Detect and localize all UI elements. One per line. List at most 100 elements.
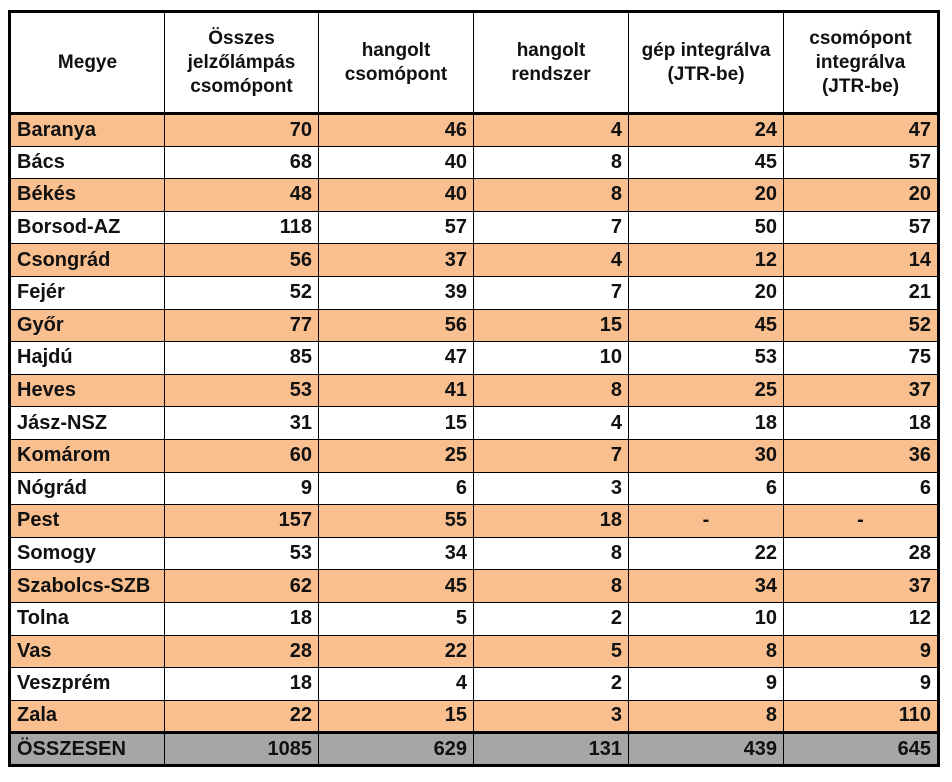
- table-cell: 18: [628, 406, 784, 440]
- table-row: Komárom 60 25 7 30 36: [8, 438, 940, 473]
- table-cell: 6: [628, 471, 784, 506]
- row-label: Bács: [8, 145, 165, 180]
- total-label: ÖSSZESEN: [8, 731, 165, 767]
- table-cell: 60: [164, 438, 319, 473]
- table-cell: 41: [318, 373, 474, 408]
- table-cell: 77: [164, 308, 319, 343]
- table-row: Hajdú 85 47 10 53 75: [8, 341, 940, 375]
- table-cell: 7: [473, 275, 629, 310]
- table-cell: 62: [164, 569, 319, 603]
- table-cell: 157: [164, 504, 319, 538]
- table-cell: 47: [318, 341, 474, 375]
- table-cell: 39: [318, 275, 474, 310]
- table-cell: 48: [164, 178, 319, 212]
- table-row: Heves 53 41 8 25 37: [8, 373, 940, 408]
- table-cell: 68: [164, 145, 319, 180]
- header-row: Megye Összes jelzőlámpás csomópont hango…: [8, 10, 940, 114]
- table-cell: 18: [164, 667, 319, 701]
- table-row: Jász-NSZ 31 15 4 18 18: [8, 406, 940, 440]
- table-row: Borsod-AZ 118 57 7 50 57: [8, 210, 940, 245]
- row-label: Heves: [8, 373, 165, 408]
- row-label: Komárom: [8, 438, 165, 473]
- total-cell: 439: [628, 731, 784, 767]
- table-cell: 53: [628, 341, 784, 375]
- table-cell: 24: [628, 113, 784, 147]
- data-table: Megye Összes jelzőlámpás csomópont hango…: [8, 10, 940, 767]
- table-cell: 52: [783, 308, 940, 343]
- row-label: Nógrád: [8, 471, 165, 506]
- table-cell: 12: [628, 243, 784, 277]
- table-cell: 8: [628, 634, 784, 669]
- table-cell: 22: [628, 536, 784, 571]
- table-cell: 10: [473, 341, 629, 375]
- table-cell: 53: [164, 536, 319, 571]
- table-cell: 20: [628, 178, 784, 212]
- table-cell: 4: [473, 113, 629, 147]
- table-cell: 37: [783, 569, 940, 603]
- row-label: Békés: [8, 178, 165, 212]
- total-cell: 1085: [164, 731, 319, 767]
- header-hangolt-csomopont: hangolt csomópont: [318, 10, 474, 114]
- table-cell: 3: [473, 471, 629, 506]
- table-cell: 15: [318, 406, 474, 440]
- table-row: Vas 28 22 5 8 9: [8, 634, 940, 669]
- table-row: Baranya 70 46 4 24 47: [8, 113, 940, 147]
- row-label: Somogy: [8, 536, 165, 571]
- row-label: Baranya: [8, 113, 165, 147]
- table-cell: 4: [473, 243, 629, 277]
- row-label: Vas: [8, 634, 165, 669]
- table-cell: 70: [164, 113, 319, 147]
- header-megye: Megye: [8, 10, 165, 114]
- table-cell: 52: [164, 275, 319, 310]
- table-row: Zala 22 15 3 8 110: [8, 699, 940, 734]
- table-cell: 10: [628, 601, 784, 636]
- table-cell: 15: [318, 699, 474, 734]
- table-cell: 2: [473, 601, 629, 636]
- table-cell: 9: [164, 471, 319, 506]
- table-cell: 45: [628, 308, 784, 343]
- table-cell: 4: [318, 667, 474, 701]
- table-cell: 18: [783, 406, 940, 440]
- row-label: Borsod-AZ: [8, 210, 165, 245]
- table-cell: 21: [783, 275, 940, 310]
- table-cell: 36: [783, 438, 940, 473]
- table-cell: 25: [318, 438, 474, 473]
- table-cell: 6: [318, 471, 474, 506]
- table-cell: 110: [783, 699, 940, 734]
- table-cell: 118: [164, 210, 319, 245]
- row-label: Csongrád: [8, 243, 165, 277]
- table-cell: 56: [164, 243, 319, 277]
- table-cell: 46: [318, 113, 474, 147]
- header-gep-integralva: gép integrálva (JTR-be): [628, 10, 784, 114]
- table-cell: 28: [783, 536, 940, 571]
- table-body: Baranya 70 46 4 24 47 Bács 68 40 8 45 57 Békés 48 40 8 2…: [8, 113, 940, 767]
- total-cell: 131: [473, 731, 629, 767]
- table-cell: 57: [783, 210, 940, 245]
- total-row: ÖSSZESEN 1085 629 131 439 645: [8, 731, 940, 767]
- table-row: Somogy 53 34 8 22 28: [8, 536, 940, 571]
- table-cell: 22: [318, 634, 474, 669]
- total-cell: 645: [783, 731, 940, 767]
- table-cell: 45: [318, 569, 474, 603]
- table-row: Veszprém 18 4 2 9 9: [8, 667, 940, 701]
- table-cell: 55: [318, 504, 474, 538]
- table-cell: 8: [628, 699, 784, 734]
- total-cell: 629: [318, 731, 474, 767]
- table-cell: 30: [628, 438, 784, 473]
- table-cell: 31: [164, 406, 319, 440]
- table-row: Csongrád 56 37 4 12 14: [8, 243, 940, 277]
- table-cell: 85: [164, 341, 319, 375]
- table-row: Bács 68 40 8 45 57: [8, 145, 940, 180]
- table-cell: 8: [473, 536, 629, 571]
- table-row: Győr 77 56 15 45 52: [8, 308, 940, 343]
- table-cell: 37: [783, 373, 940, 408]
- row-label: Győr: [8, 308, 165, 343]
- header-osszes: Összes jelzőlámpás csomópont: [164, 10, 319, 114]
- table-cell: 40: [318, 145, 474, 180]
- header-hangolt-rendszer: hangolt rendszer: [473, 10, 629, 114]
- table-cell: 18: [164, 601, 319, 636]
- table-cell: 20: [783, 178, 940, 212]
- table-cell: 8: [473, 145, 629, 180]
- table-cell: 12: [783, 601, 940, 636]
- table-cell: 34: [318, 536, 474, 571]
